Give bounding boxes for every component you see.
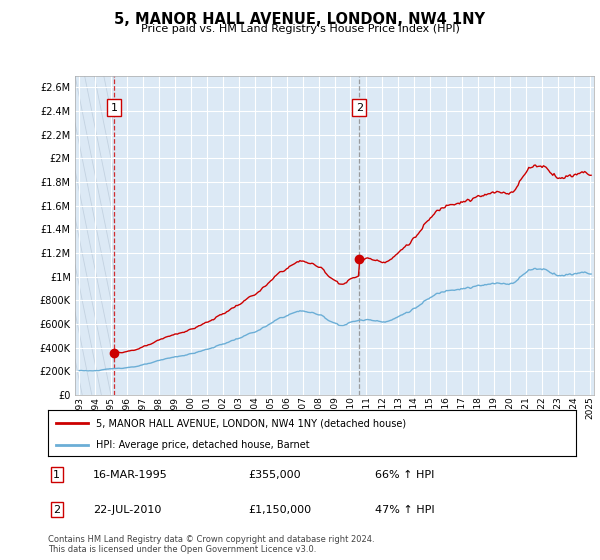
Text: 1: 1: [111, 102, 118, 113]
Text: 2: 2: [356, 102, 363, 113]
Text: 5, MANOR HALL AVENUE, LONDON, NW4 1NY (detached house): 5, MANOR HALL AVENUE, LONDON, NW4 1NY (d…: [95, 418, 406, 428]
Text: £1,150,000: £1,150,000: [248, 505, 312, 515]
Text: 1: 1: [53, 470, 60, 479]
Text: 5, MANOR HALL AVENUE, LONDON, NW4 1NY: 5, MANOR HALL AVENUE, LONDON, NW4 1NY: [115, 12, 485, 27]
Text: 47% ↑ HPI: 47% ↑ HPI: [376, 505, 435, 515]
Text: 66% ↑ HPI: 66% ↑ HPI: [376, 470, 435, 479]
Text: Price paid vs. HM Land Registry's House Price Index (HPI): Price paid vs. HM Land Registry's House …: [140, 24, 460, 34]
Text: 22-JUL-2010: 22-JUL-2010: [93, 505, 161, 515]
Text: 2: 2: [53, 505, 61, 515]
Text: HPI: Average price, detached house, Barnet: HPI: Average price, detached house, Barn…: [95, 440, 309, 450]
Text: Contains HM Land Registry data © Crown copyright and database right 2024.
This d: Contains HM Land Registry data © Crown c…: [48, 535, 374, 554]
Text: 16-MAR-1995: 16-MAR-1995: [93, 470, 167, 479]
Text: £355,000: £355,000: [248, 470, 301, 479]
